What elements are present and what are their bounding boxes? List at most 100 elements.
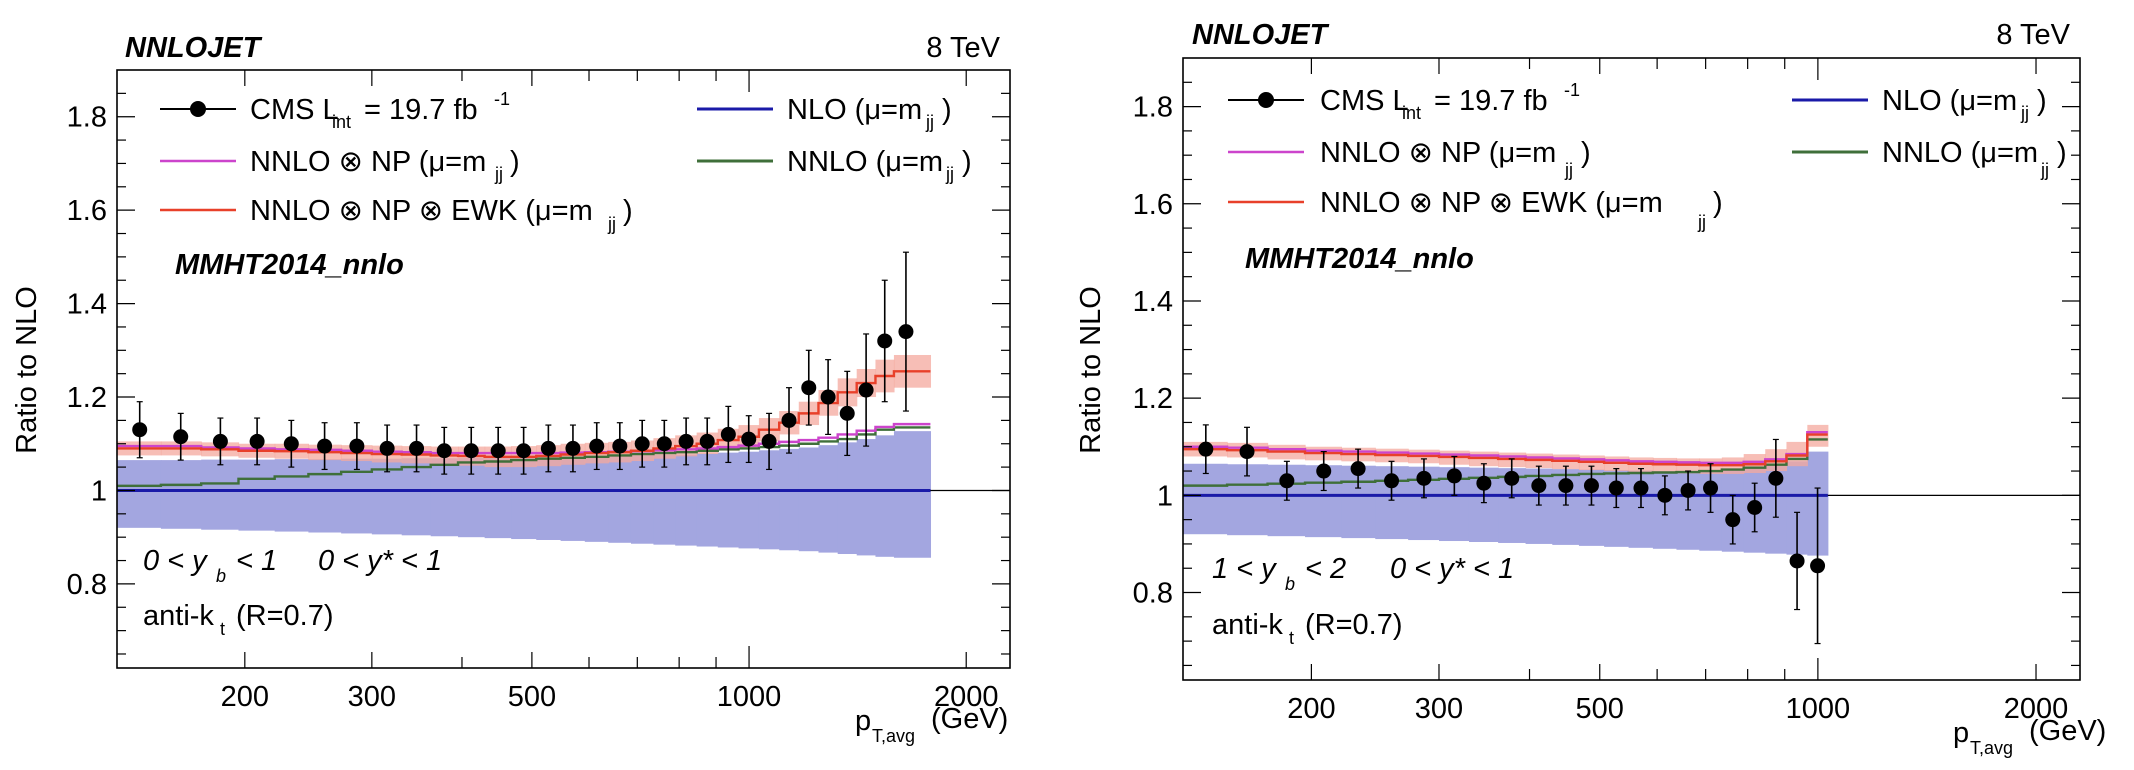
data-marker [699, 433, 715, 449]
left-panel: 0.8 1 1.2 1.4 1.6 1.8 200 300 500 1000 2000 NNLOJE… [11, 32, 1011, 746]
data-point [490, 426, 506, 475]
data-point [1384, 460, 1400, 501]
jet-algo-label: anti-k [143, 600, 214, 632]
series-nnlo-np-ewk [117, 370, 931, 459]
data-point [761, 412, 777, 471]
legend-nnlo-np-ewk-label: NNLO ⊗ NP ⊗ EWK (μ=m [1320, 187, 1663, 219]
legend-nnlo-np-label: NNLO ⊗ NP (μ=m [1320, 137, 1556, 169]
legend-cms-lumi: = 19.7 fb [364, 94, 478, 126]
nlo-band-bin [779, 448, 800, 551]
y-axis-label: Ratio to NLO [11, 286, 43, 454]
legend-cms-sub: int [332, 112, 351, 132]
data-marker [1316, 463, 1332, 479]
y-axis-label: Ratio to NLO [1075, 286, 1107, 454]
data-point [1633, 468, 1649, 509]
data-point [656, 419, 672, 468]
x-axis-label: p T,avg (GeV) [1953, 715, 2106, 758]
data-marker [1725, 512, 1741, 528]
data-point [379, 424, 395, 473]
y-tick-label: 1.4 [67, 289, 107, 321]
data-point [678, 417, 694, 466]
nlo-band-bin [201, 459, 240, 530]
data-marker [1558, 478, 1574, 494]
data-marker [1350, 461, 1366, 477]
legend-nnlo-np-ewk-sub: jj [1697, 212, 1706, 232]
y-tick-label: 1.8 [67, 102, 107, 134]
data-marker [1657, 487, 1673, 503]
legend: CMS L int = 19.7 fb -1 NNLO ⊗ NP (μ=m jj… [1228, 80, 2067, 232]
data-point [898, 251, 914, 412]
data-marker [516, 443, 532, 459]
data-marker [761, 433, 777, 449]
data-marker [877, 333, 893, 349]
data-marker [720, 426, 736, 442]
legend-nnlo-sub: jj [945, 164, 954, 184]
x-tick-label: 300 [348, 681, 396, 713]
data-marker [249, 433, 265, 449]
data-point [1350, 448, 1366, 489]
jet-algo-sub: t [220, 619, 225, 639]
legend-nnlo: NNLO (μ=m jj ) [1792, 137, 2067, 180]
data-marker [317, 438, 333, 454]
data-marker [436, 443, 452, 459]
legend-cms-label: CMS L [1320, 85, 1409, 117]
nlo-band-bin [798, 447, 820, 552]
data-marker [1789, 553, 1805, 569]
x-axis-label-sub: T,avg [1970, 738, 2013, 758]
cut-yb-label: 0 < y [143, 545, 208, 577]
data-marker [409, 440, 425, 456]
pdf-label: MMHT2014_nnlo [1245, 243, 1474, 275]
legend-nnlo-np-sub: jj [1564, 160, 1573, 180]
x-axis-label: p T,avg (GeV) [855, 703, 1008, 746]
nlo-band-bin [856, 439, 877, 556]
data-point [1789, 511, 1805, 611]
data-point [283, 419, 299, 468]
legend-nnlo-label: NNLO (μ=m [787, 146, 943, 178]
data-marker [463, 443, 479, 459]
data-marker [1446, 468, 1462, 484]
data-marker [1608, 480, 1624, 496]
jet-algorithm: anti-k t (R=0.7) [143, 600, 334, 639]
nlo-band-bin [608, 455, 632, 543]
legend-nlo-sub: jj [2020, 103, 2029, 123]
data-points [132, 251, 914, 475]
data-point [1239, 426, 1255, 477]
nlo-band-bin [1786, 461, 1808, 555]
data-marker [801, 380, 817, 396]
right-panel: 0.8 1 1.2 1.4 1.6 1.8 200 300 500 1000 2000 NNLOJE… [1075, 19, 2106, 758]
legend-nlo-label: NLO (μ=m [1882, 85, 2017, 117]
nlo-band-bin [738, 451, 760, 549]
legend-cms: CMS L int = 19.7 fb -1 [160, 89, 510, 132]
x-tick-label: 200 [221, 681, 269, 713]
y-tick-label: 1.2 [1133, 383, 1173, 415]
x-tick-label: 2000 [934, 681, 999, 713]
legend-nnlo-np-ewk: NNLO ⊗ NP ⊗ EWK (μ=m jj ) [1228, 187, 1723, 232]
data-point [1657, 475, 1673, 516]
legend-nlo-close: ) [2037, 85, 2047, 117]
data-point [839, 370, 855, 457]
data-point [741, 415, 757, 464]
plot-frame [116, 69, 1011, 669]
data-point [540, 424, 556, 473]
data-marker [349, 438, 365, 454]
nlo-band-bin [117, 460, 162, 528]
x-tick-label: 300 [1415, 693, 1463, 725]
legend-cms-sup: -1 [1564, 80, 1580, 100]
nlo-band-bin [758, 450, 780, 550]
data-point [589, 422, 605, 471]
data-point [1198, 424, 1214, 475]
data-point [1768, 438, 1784, 518]
jet-algorithm: anti-k t (R=0.7) [1212, 609, 1403, 648]
x-axis-label-unit: (GeV) [2029, 715, 2106, 747]
data-marker [1583, 478, 1599, 494]
nlo-band-bin [274, 459, 309, 532]
nlo-band-bin [837, 442, 858, 555]
data-marker [898, 324, 914, 340]
nlo-band-bin [630, 455, 655, 544]
data-marker [634, 436, 650, 452]
data-point [801, 349, 817, 426]
legend-nlo-close: ) [942, 94, 952, 126]
x-axis-label-main: p [1953, 717, 1969, 749]
jet-algo-sub: t [1289, 628, 1294, 648]
